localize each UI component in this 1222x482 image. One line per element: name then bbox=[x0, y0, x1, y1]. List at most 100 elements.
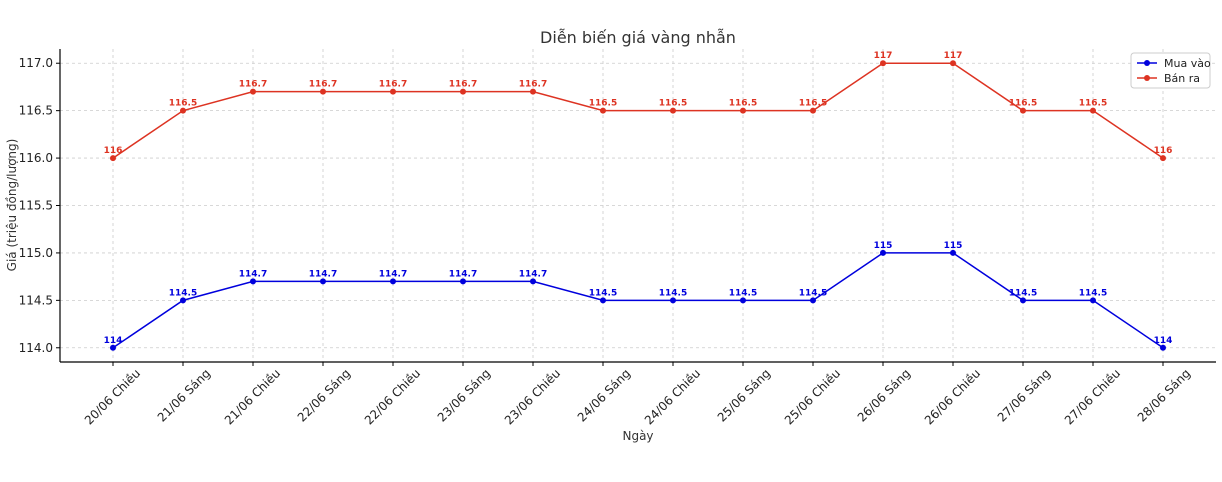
data-label: 114 bbox=[1154, 336, 1173, 346]
data-label: 116.5 bbox=[1009, 99, 1037, 109]
legend-swatch-marker bbox=[1144, 75, 1150, 81]
data-label: 114.5 bbox=[1079, 288, 1107, 298]
x-tick-label: 20/06 Chiều bbox=[82, 366, 143, 427]
series bbox=[110, 60, 1166, 351]
x-tick-label: 21/06 Chiều bbox=[222, 366, 283, 427]
x-tick-label: 25/06 Chiều bbox=[782, 366, 843, 427]
y-tick-label: 115.0 bbox=[19, 246, 53, 260]
data-label: 114.7 bbox=[449, 269, 477, 279]
x-tick-label: 27/06 Sáng bbox=[995, 366, 1053, 424]
data-label: 114.5 bbox=[729, 288, 757, 298]
legend-label: Mua vào bbox=[1164, 57, 1211, 70]
x-tick-label: 22/06 Sáng bbox=[295, 366, 353, 424]
data-point bbox=[1020, 107, 1026, 114]
data-label: 115 bbox=[944, 241, 963, 251]
data-point bbox=[390, 88, 396, 95]
data-point bbox=[740, 107, 746, 114]
x-tick-label: 26/06 Sáng bbox=[855, 366, 913, 424]
data-labels: 114 114.5 114.7 114.7 114.7 114.7 114.7 114.5 11… bbox=[104, 51, 1173, 346]
data-point bbox=[110, 155, 116, 162]
data-label: 114.5 bbox=[1009, 288, 1037, 298]
grid bbox=[60, 49, 1216, 362]
data-label: 116.7 bbox=[309, 80, 337, 90]
x-axis-label: Ngày bbox=[622, 429, 653, 443]
y-ticks: 114.0 114.5 115.0 115.5 116.0 116.5 117.0 bbox=[19, 56, 60, 355]
data-label: 114.5 bbox=[799, 288, 827, 298]
x-tick-label: 26/06 Chiều bbox=[922, 366, 983, 427]
data-point bbox=[390, 278, 396, 285]
y-tick-label: 115.5 bbox=[19, 199, 53, 213]
x-tick-label: 25/06 Sáng bbox=[715, 366, 773, 424]
legend-swatch-marker bbox=[1144, 60, 1150, 66]
data-point bbox=[880, 60, 886, 67]
x-tick-label: 27/06 Chiều bbox=[1062, 366, 1123, 427]
data-label: 116.7 bbox=[239, 80, 267, 90]
data-point bbox=[950, 249, 956, 256]
data-point bbox=[1020, 297, 1026, 304]
data-point bbox=[600, 107, 606, 114]
data-point bbox=[810, 297, 816, 304]
data-point bbox=[1090, 297, 1096, 304]
data-label: 114.5 bbox=[659, 288, 687, 298]
data-label: 116.5 bbox=[799, 99, 827, 109]
legend-box bbox=[1130, 52, 1211, 89]
data-point bbox=[1160, 344, 1166, 351]
y-tick-label: 114.5 bbox=[19, 293, 53, 307]
data-point bbox=[530, 278, 536, 285]
x-tick-label: 24/06 Sáng bbox=[575, 366, 633, 424]
data-label: 116 bbox=[1154, 146, 1173, 156]
data-label: 117 bbox=[944, 51, 963, 61]
data-label: 114 bbox=[104, 336, 123, 346]
data-point bbox=[810, 107, 816, 114]
x-tick-label: 22/06 Chiều bbox=[362, 366, 423, 427]
data-point bbox=[1160, 155, 1166, 162]
series-line bbox=[112, 62, 1164, 159]
data-label: 117 bbox=[874, 51, 893, 61]
y-axis-label: Giá (triệu đồng/lượng) bbox=[5, 139, 19, 272]
data-point bbox=[320, 88, 326, 95]
data-label: 114.7 bbox=[379, 269, 407, 279]
data-point bbox=[460, 88, 466, 95]
data-point bbox=[180, 297, 186, 304]
data-point bbox=[740, 297, 746, 304]
legend: Mua vào Bán ra bbox=[1130, 52, 1211, 89]
data-point bbox=[250, 88, 256, 95]
chart-title: Diễn biến giá vàng nhẫn bbox=[540, 28, 736, 47]
data-label: 115 bbox=[874, 241, 893, 251]
data-label: 116.5 bbox=[1079, 99, 1107, 109]
y-tick-label: 117.0 bbox=[19, 56, 53, 70]
data-label: 116 bbox=[104, 146, 123, 156]
x-tick-label: 28/06 Sáng bbox=[1135, 366, 1193, 424]
data-point bbox=[110, 344, 116, 351]
data-point bbox=[1090, 107, 1096, 114]
data-label: 114.7 bbox=[519, 269, 547, 279]
x-tick-label: 24/06 Chiều bbox=[642, 366, 703, 427]
data-point bbox=[320, 278, 326, 285]
x-tick-label: 23/06 Chiều bbox=[502, 366, 563, 427]
data-point bbox=[250, 278, 256, 285]
y-tick-label: 116.0 bbox=[19, 151, 53, 165]
data-point bbox=[670, 107, 676, 114]
data-label: 116.5 bbox=[729, 99, 757, 109]
legend-label: Bán ra bbox=[1164, 72, 1200, 85]
data-label: 114.5 bbox=[169, 288, 197, 298]
data-point bbox=[950, 60, 956, 67]
data-point bbox=[880, 249, 886, 256]
data-point bbox=[600, 297, 606, 304]
data-label: 116.5 bbox=[589, 99, 617, 109]
data-label: 114.7 bbox=[309, 269, 337, 279]
data-label: 116.7 bbox=[449, 80, 477, 90]
x-tick-label: 23/06 Sáng bbox=[435, 366, 493, 424]
y-tick-label: 116.5 bbox=[19, 104, 53, 118]
data-label: 116.7 bbox=[379, 80, 407, 90]
data-label: 116.5 bbox=[659, 99, 687, 109]
data-label: 114.5 bbox=[589, 288, 617, 298]
data-point bbox=[180, 107, 186, 114]
data-label: 116.7 bbox=[519, 80, 547, 90]
series-line bbox=[112, 252, 1164, 349]
y-tick-label: 114.0 bbox=[19, 341, 53, 355]
data-label: 114.7 bbox=[239, 269, 267, 279]
data-point bbox=[530, 88, 536, 95]
x-tick-label: 21/06 Sáng bbox=[155, 366, 213, 424]
